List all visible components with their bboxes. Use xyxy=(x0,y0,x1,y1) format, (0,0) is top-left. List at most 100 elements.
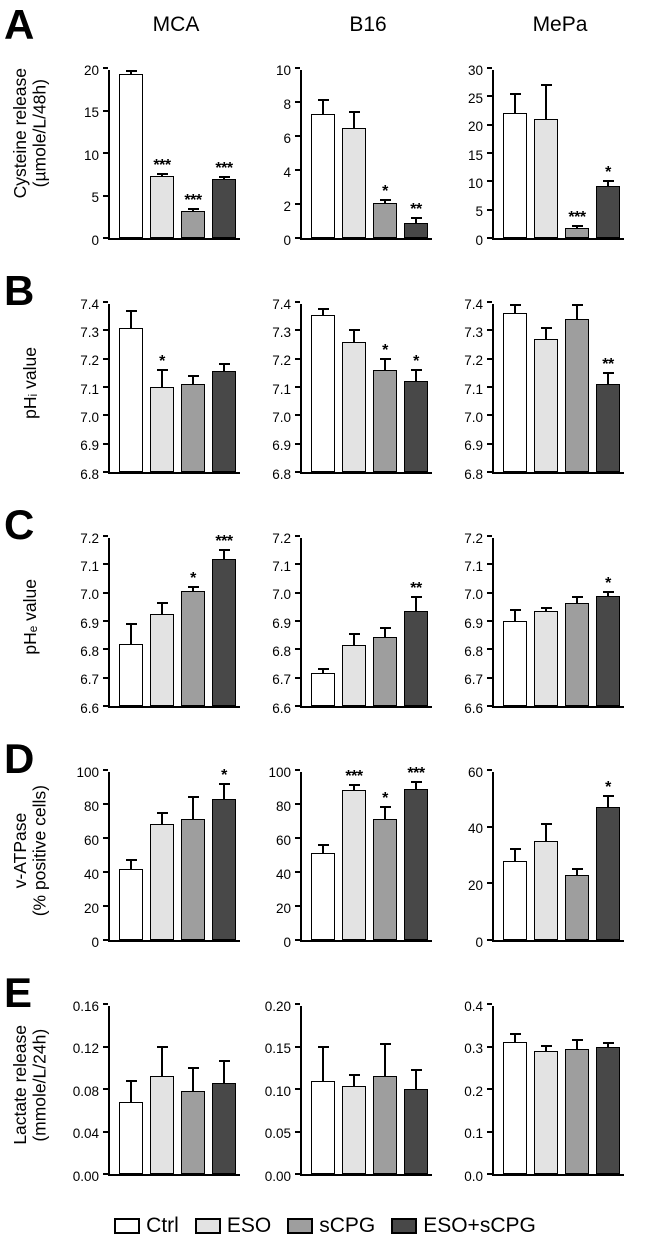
error-bar-cap xyxy=(218,782,230,785)
panel-letter-b: B xyxy=(4,267,35,314)
error-bar-stem xyxy=(353,1075,355,1087)
error-bar-cap xyxy=(125,309,137,312)
y-tick-label: 15 xyxy=(83,105,99,120)
legend-item-eso: ESO xyxy=(194,1214,271,1238)
error-bar-cap xyxy=(602,1042,614,1045)
error-bar-stem xyxy=(130,860,132,869)
y-tick-mark xyxy=(103,905,108,907)
error-bar-cap xyxy=(156,601,168,604)
error-bar-stem xyxy=(514,1033,516,1043)
y-tick-label: 7.4 xyxy=(272,296,291,312)
y-tick-label: 7.0 xyxy=(272,409,291,425)
y-tick-mark xyxy=(295,101,300,103)
bar-scpg xyxy=(373,370,397,472)
bar-eso xyxy=(342,127,366,238)
bar-ctrl xyxy=(119,643,143,706)
y-tick-mark xyxy=(103,1088,108,1090)
bar-scpg xyxy=(373,203,397,238)
error-bar-stem xyxy=(192,375,194,385)
error-bar-stem xyxy=(576,1040,578,1049)
panel-a: A Cysteine release (µmole/L/48h) MCA B16… xyxy=(0,4,650,256)
bar-chart-c-mca: 6.6 6.7 6.8 6.9 7.0 7.1 7.2 * *** xyxy=(62,510,244,724)
y-tick-mark xyxy=(103,837,108,839)
legend-swatch-ctrl xyxy=(114,1218,141,1234)
column-header-mca: MCA xyxy=(152,13,200,36)
y-tick-label: 0.10 xyxy=(264,1083,291,1099)
error-bar-cap xyxy=(540,1044,552,1047)
y-tick-mark xyxy=(103,109,108,112)
error-bar-stem xyxy=(607,1043,609,1047)
y-tick-label: 5 xyxy=(91,190,99,205)
error-bar-stem xyxy=(384,807,386,820)
y-tick-mark xyxy=(487,208,492,211)
y-tick-label: 6.8 xyxy=(464,466,483,482)
y-tick-label: 60 xyxy=(83,832,99,848)
y-tick-mark xyxy=(487,882,492,885)
error-bar-stem xyxy=(161,812,163,825)
error-bar-stem xyxy=(161,602,163,614)
error-bar-cap xyxy=(187,374,199,377)
y-tick-mark xyxy=(103,871,108,873)
significance-stars: ** xyxy=(410,579,422,597)
y-tick-label: 7.0 xyxy=(272,587,291,603)
y-axis: 0 5 10 15 20 25 30 xyxy=(446,63,492,248)
error-bar-stem xyxy=(545,823,547,841)
error-bar-cap xyxy=(156,369,168,371)
y-tick-mark xyxy=(487,67,492,69)
bar-scpg xyxy=(181,210,205,238)
y-tick-label: 6.7 xyxy=(80,672,99,688)
bar-chart-b-mepa: 6.8 6.9 7.0 7.1 7.2 7.3 7.4 ** xyxy=(446,276,628,490)
y-axis: 0 20 40 60 80 100 xyxy=(62,765,108,950)
bar-eso xyxy=(150,613,174,706)
error-bar-stem xyxy=(161,370,163,387)
y-tick-mark xyxy=(295,871,300,873)
bar-ctrl xyxy=(119,327,143,472)
bar-chart-e-mca: 0.00 0.04 0.08 0.12 0.16 xyxy=(62,978,244,1192)
y-tick-mark xyxy=(103,563,108,566)
error-bar-cap xyxy=(571,595,583,598)
y-tick-label: 6.8 xyxy=(272,466,291,482)
legend-swatch-eso xyxy=(194,1218,221,1234)
y-tick-label: 40 xyxy=(275,866,291,882)
error-bar-cap xyxy=(348,632,360,635)
y-tick-mark xyxy=(295,837,300,839)
y-tick-label: 7.2 xyxy=(464,353,483,369)
y-tick-mark xyxy=(103,591,108,594)
y-tick-label: 6.7 xyxy=(464,672,483,688)
y-tick-label: 0.04 xyxy=(72,1126,99,1141)
bar-chart-d-mepa: 0 20 40 60 * xyxy=(446,744,628,958)
error-bar-cap xyxy=(410,369,422,371)
y-tick-label: 7.4 xyxy=(80,296,99,312)
y-tick-label: 20 xyxy=(275,900,291,916)
y-axis-label-line: pHᵢ value xyxy=(20,347,41,419)
error-bar-stem xyxy=(415,1070,417,1089)
y-tick-mark xyxy=(487,535,492,537)
y-tick-label: 6.9 xyxy=(272,438,291,454)
panel-b-main: 6.8 6.9 7.0 7.1 7.2 7.3 7.4 * 6.8 6.9 7.0 7.1 7.2 7.3… xyxy=(62,276,650,490)
plot-area: *** * *** xyxy=(295,765,432,942)
bar-ctrl xyxy=(119,1101,143,1174)
y-tick-mark xyxy=(103,386,108,388)
error-bar-stem xyxy=(384,199,386,204)
y-tick-mark xyxy=(295,1173,300,1175)
y-tick-label: 0 xyxy=(91,232,99,248)
y-tick-mark xyxy=(295,591,300,594)
error-bar-stem xyxy=(322,1046,324,1081)
y-tick-mark xyxy=(103,194,108,197)
error-bar-cap xyxy=(348,329,360,332)
y-tick-label: 20 xyxy=(467,119,483,135)
y-tick-label: 0.0 xyxy=(464,1168,483,1184)
error-bar-stem xyxy=(353,785,355,791)
y-axis: 6.6 6.7 6.8 6.9 7.0 7.1 7.2 xyxy=(62,531,108,716)
significance-stars: *** xyxy=(153,157,171,175)
legend-item-scpg: sCPG xyxy=(287,1214,375,1238)
error-bar-stem xyxy=(576,596,578,603)
panel-b-charts: 6.8 6.9 7.0 7.1 7.2 7.3 7.4 * 6.8 6.9 7.0 7.1 7.2 7.3… xyxy=(62,276,650,490)
y-tick-label: 60 xyxy=(467,764,483,780)
y-tick-mark xyxy=(103,301,108,303)
y-axis-label-line: v-ATPase xyxy=(10,813,31,889)
error-bar-cap xyxy=(125,70,137,73)
y-tick-mark xyxy=(295,905,300,907)
error-bar-cap xyxy=(571,224,583,227)
